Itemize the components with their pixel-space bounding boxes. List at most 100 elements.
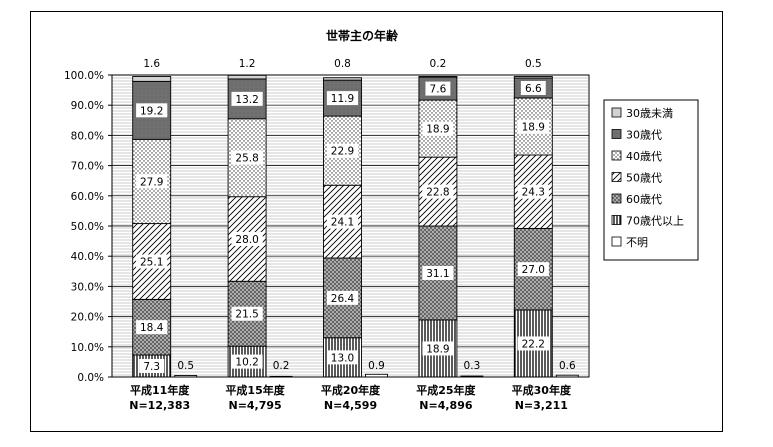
data-label-box — [422, 265, 454, 280]
bar-segment-30歳未満 — [323, 77, 362, 81]
x-sample-size-label: N=12,383 — [129, 399, 190, 412]
data-label-box — [136, 320, 168, 335]
data-label-box — [136, 254, 168, 269]
data-label-box — [139, 358, 165, 373]
data-label: 25.1 — [140, 256, 163, 268]
data-label-box — [231, 91, 263, 106]
data-label-box — [520, 80, 546, 95]
data-label: 31.1 — [426, 268, 449, 280]
data-label-box — [422, 341, 454, 356]
bar-segment-30歳未満 — [227, 74, 267, 80]
legend-swatch — [611, 172, 622, 182]
y-tick-label: 50.0% — [71, 221, 104, 233]
data-label: 26.4 — [331, 293, 355, 305]
data-label: 10.2 — [235, 357, 258, 369]
data-label-box — [425, 81, 451, 96]
data-label-box — [517, 262, 549, 277]
x-tick-label: 平成15年度 — [225, 383, 285, 397]
data-label: 19.2 — [140, 105, 163, 117]
y-tick-label: 90.0% — [71, 100, 104, 112]
legend-label: 70歳代以上 — [626, 215, 684, 228]
legend-label: 50歳代 — [626, 172, 662, 185]
data-label: 7.3 — [143, 361, 160, 373]
data-label-box — [231, 150, 263, 165]
data-label: 22.2 — [522, 338, 545, 350]
data-label: 11.9 — [331, 93, 354, 105]
y-tick-label: 40.0% — [71, 251, 104, 263]
data-label: 24.1 — [331, 217, 354, 229]
y-tick-label: 20.0% — [71, 312, 104, 324]
data-label-box — [326, 290, 359, 305]
data-label: 21.5 — [235, 309, 258, 321]
data-label: 22.8 — [426, 187, 449, 199]
x-tick-label: 平成20年度 — [321, 383, 381, 397]
legend-swatch — [611, 107, 622, 118]
chart-frame: 世帯主の年齢 0.0% 10.0% 20.0% 30.0% 40.0% 50.0% 60.0… — [30, 11, 723, 432]
y-tick-label: 60.0% — [71, 191, 104, 203]
data-label-box — [422, 184, 454, 199]
data-label-box — [231, 354, 263, 369]
x-sample-size-label: N=4,599 — [324, 399, 377, 412]
data-label: 0.2 — [430, 58, 447, 70]
data-label-box — [326, 143, 359, 158]
data-label-box — [231, 306, 263, 321]
data-label-box — [517, 119, 549, 134]
data-label: 0.8 — [334, 58, 351, 70]
data-label: 27.9 — [140, 176, 163, 188]
legend-swatch — [611, 129, 622, 139]
x-tick-label: 平成30年度 — [512, 383, 572, 397]
x-tick-label: 平成11年度 — [130, 383, 190, 397]
data-label-box — [517, 184, 549, 199]
unknown-data-label: 0.3 — [464, 360, 481, 372]
data-label: 24.3 — [522, 187, 545, 199]
data-label: 6.6 — [525, 83, 542, 95]
data-label-box — [231, 231, 263, 246]
data-label: 13.2 — [235, 94, 258, 106]
data-label: 18.4 — [140, 322, 164, 334]
y-axis: 0.0% 10.0% 20.0% 30.0% 40.0% 50.0% 60.0% 70.0% 8… — [64, 70, 113, 384]
x-sample-size-label: N=3,211 — [515, 399, 568, 412]
legend-swatch — [611, 236, 622, 247]
data-label: 22.9 — [331, 146, 354, 158]
unknown-data-label: 0.6 — [559, 360, 576, 372]
data-label-box — [136, 174, 168, 189]
bar-segment-30歳未満 — [418, 76, 458, 78]
data-label: 7.6 — [430, 84, 447, 96]
legend-label: 60歳代 — [626, 193, 662, 206]
data-label: 27.0 — [522, 264, 545, 276]
data-label-box — [422, 121, 454, 136]
legend-label: 30歳未満 — [626, 107, 673, 120]
legend-swatch — [611, 215, 622, 225]
data-label-box — [326, 91, 359, 106]
legend-swatch — [611, 193, 622, 204]
legend-label: 不明 — [626, 236, 648, 249]
y-tick-label: 10.0% — [71, 342, 104, 354]
bar-segment-30歳未満 — [513, 76, 553, 79]
data-label-box — [517, 336, 549, 351]
legend-label: 40歳代 — [626, 150, 662, 163]
unknown-data-label: 0.5 — [177, 360, 194, 372]
data-label: 1.6 — [143, 58, 160, 70]
data-label-box — [136, 103, 168, 118]
data-label-box — [326, 350, 359, 365]
stacked-bar-chart: 世帯主の年齢 0.0% 10.0% 20.0% 30.0% 40.0% 50.0% 60.0… — [64, 28, 699, 412]
data-label: 1.2 — [239, 58, 256, 70]
unknown-data-label: 0.9 — [368, 360, 385, 372]
bar-segment-30歳未満 — [132, 76, 172, 82]
y-tick-label: 70.0% — [71, 161, 104, 173]
data-label: 18.9 — [426, 124, 449, 136]
data-label: 13.0 — [331, 352, 354, 364]
y-tick-label: 30.0% — [71, 281, 104, 293]
data-label: 28.0 — [235, 234, 258, 246]
x-axis: 平成11年度 N=12,383 平成15年度 N=4,795 平成20年度 N=4,599… — [112, 376, 589, 412]
bars-layer: 7.3 18.4 25.1 27.9 19.2 1.6 0.5 10.2 21.5 28.0 25.… — [132, 58, 579, 378]
x-sample-size-label: N=4,896 — [419, 399, 473, 412]
data-label-box — [326, 214, 359, 229]
y-tick-label: 100.0% — [64, 70, 104, 82]
chart-title: 世帯主の年齢 — [326, 28, 399, 43]
legend-label: 30歳代 — [626, 129, 662, 142]
unknown-data-label: 0.2 — [273, 360, 290, 372]
legend-swatch — [611, 150, 622, 161]
data-label: 18.9 — [426, 343, 449, 355]
